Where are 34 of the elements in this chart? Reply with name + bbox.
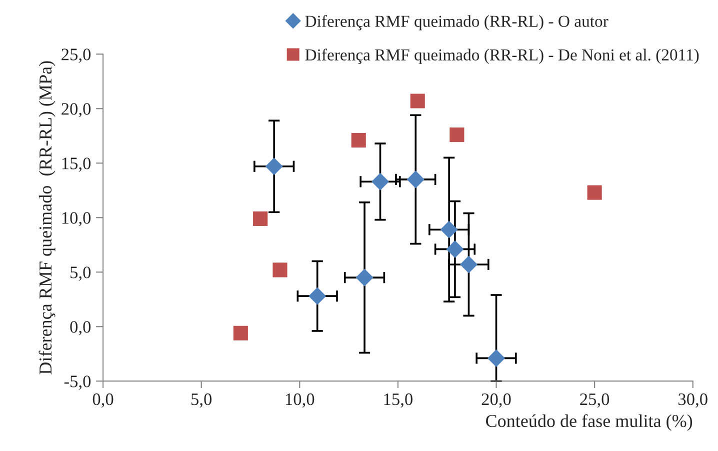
legend-label: Diferença RMF queimado (RR-RL) - De Noni et al. (2011) (305, 48, 699, 64)
x-tick-label: 10,0 (286, 393, 314, 408)
x-tick-label: 5,0 (192, 393, 212, 408)
point (406, 170, 424, 188)
point (356, 268, 374, 286)
x-tick-label: 25,0 (580, 393, 610, 408)
point (450, 127, 464, 142)
legend-label: Diferença RMF queimado (RR-RL) - O autor (305, 15, 608, 30)
y-axis-title: Diferença RMF queimado (RR-RL) (MPa) (38, 61, 56, 374)
x-tick-label: 0,0 (92, 393, 114, 408)
y-tick-label: 20,0 (62, 103, 91, 118)
y-tick-label: 25,0 (62, 48, 91, 63)
x-tick-label: 30,0 (678, 393, 708, 408)
y-tick-label: 10,0 (62, 212, 91, 226)
point (308, 287, 326, 305)
x-axis-title: Conteúdo de fase mulita (%) (486, 414, 692, 431)
point (410, 94, 425, 108)
x-tick-label: 20,0 (482, 393, 511, 408)
point (587, 185, 602, 200)
point (440, 220, 458, 238)
point (233, 326, 248, 340)
point (351, 132, 366, 148)
y-tick-label: 5,0 (70, 266, 91, 281)
point (272, 262, 288, 278)
y-tick-label: 0,0 (70, 321, 91, 336)
y-tick-label: 15,0 (62, 158, 91, 172)
point (265, 158, 283, 176)
point (446, 240, 464, 258)
point (487, 349, 506, 367)
point (460, 256, 478, 274)
point (371, 172, 390, 190)
point (253, 211, 268, 226)
x-tick-label: 15,0 (384, 393, 412, 408)
y-tick-label: -5,0 (64, 376, 91, 390)
